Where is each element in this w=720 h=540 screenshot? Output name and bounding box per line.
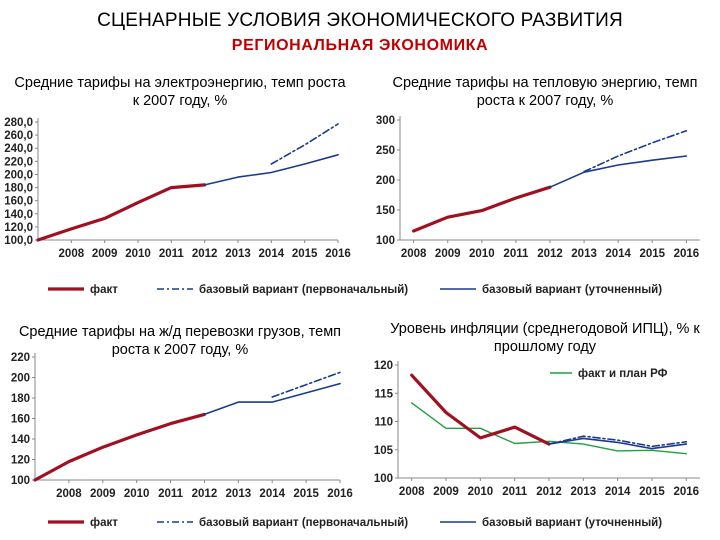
y-tick-label: 160 (11, 414, 30, 426)
series-line-base-initial (548, 435, 688, 448)
legend-label: факт (90, 284, 118, 296)
chart-heat: 100 150 200 250 300 2008 2009 2010 2011 2012 2013 2… (376, 115, 700, 260)
series-line-fact (36, 183, 207, 242)
y-tick-label: 180,0 (4, 183, 33, 195)
x-tick-label: 2009 (90, 488, 116, 500)
x-tick-label: 2014 (605, 486, 631, 498)
x-tick-label: 2015 (639, 486, 665, 498)
chart-title-electricity: Средние тарифы на электроэнергию, темп р… (14, 75, 346, 109)
legend-label: базовый вариант (первоначальный) (199, 517, 408, 529)
series-line-fact (410, 373, 551, 446)
legend-label: базовый вариант (уточненный) (482, 284, 662, 296)
y-tick-label: 240,0 (4, 143, 33, 155)
x-tick-label: 2010 (468, 486, 494, 498)
legend-top: факт базовый вариант (первоначальный) базо… (48, 284, 662, 296)
y-tick-label: 110 (374, 417, 393, 429)
series-line-base-refined (549, 155, 688, 188)
x-tick-label: 2008 (401, 248, 427, 260)
x-tick-label: 2013 (225, 248, 251, 260)
y-tick-label: 120 (11, 455, 30, 467)
y-tick-label: 100 (374, 473, 393, 485)
x-tick-label: 2008 (59, 248, 85, 260)
x-tick-label: 2012 (536, 486, 562, 498)
chart-inflation: 100 105 110 115 120 2008 2009 2010 2011 2012 2013 2… (374, 360, 700, 498)
x-tick-label: 2011 (502, 486, 528, 498)
series-line-base-refined (203, 154, 339, 186)
series-line-base-refined (203, 382, 341, 416)
legend-bottom: факт базовый вариант (первоначальный) базо… (48, 517, 662, 529)
x-tick-label: 2010 (469, 248, 495, 260)
page-subtitle: РЕГИОНАЛЬНАЯ ЭКОНОМИКА (231, 37, 489, 54)
x-tick-label: 2010 (125, 248, 151, 260)
x-tick-label: 2011 (158, 488, 184, 500)
x-tick-label: 2016 (673, 486, 699, 498)
y-tick-label: 150 (376, 205, 395, 217)
y-tick-label: 250 (376, 145, 395, 157)
y-tick-label: 120 (374, 360, 393, 372)
series-line-base-initial (583, 130, 688, 173)
y-tick-label: 220 (11, 352, 30, 364)
legend-label: факт и план РФ (578, 368, 668, 380)
y-tick-label: 220,0 (4, 156, 33, 168)
x-tick-label: 2011 (503, 248, 529, 260)
y-tick-label: 180 (11, 393, 30, 405)
y-tick-label: 300 (376, 115, 395, 127)
x-tick-label: 2014 (259, 488, 285, 500)
x-tick-label: 2008 (56, 488, 82, 500)
y-tick-label: 200 (376, 175, 395, 187)
x-tick-label: 2013 (571, 486, 597, 498)
y-tick-label: 115 (374, 388, 393, 400)
series-line-base-initial (271, 371, 341, 398)
x-tick-label: 2016 (325, 248, 351, 260)
y-tick-label: 160,0 (4, 196, 33, 208)
y-tick-label: 100 (376, 235, 395, 247)
x-tick-label: 2011 (159, 248, 185, 260)
y-tick-label: 105 (374, 445, 394, 457)
chart-title-heat: Средние тарифы на тепловую энергию, темп… (392, 75, 698, 109)
x-tick-label: 2009 (435, 248, 461, 260)
y-tick-label: 200 (11, 373, 30, 385)
x-tick-label: 2008 (399, 486, 425, 498)
y-tick-label: 100,0 (4, 235, 33, 247)
x-tick-label: 2009 (92, 248, 118, 260)
x-tick-label: 2012 (537, 248, 563, 260)
x-tick-label: 2009 (433, 486, 459, 498)
y-tick-label: 200,0 (4, 169, 33, 181)
y-tick-label: 120,0 (4, 222, 33, 234)
x-tick-label: 2015 (292, 248, 318, 260)
x-tick-label: 2012 (192, 248, 218, 260)
x-tick-label: 2014 (259, 248, 285, 260)
x-tick-label: 2014 (605, 248, 631, 260)
page-title: СЦЕНАРНЫЕ УСЛОВИЯ ЭКОНОМИЧЕСКОГО РАЗВИТИ… (97, 10, 623, 31)
legend-label: факт (90, 517, 118, 529)
x-tick-label: 2013 (571, 248, 597, 260)
x-tick-label: 2015 (639, 248, 665, 260)
series-line-base-initial (270, 123, 339, 165)
legend-label: базовый вариант (первоначальный) (199, 284, 408, 296)
chart-railway: 100 120 140 160 180 200 220 2008 2009 2010 2011 201… (11, 352, 353, 500)
y-tick-label: 280,0 (4, 117, 33, 129)
x-tick-label: 2016 (674, 248, 700, 260)
series-line-fact (412, 185, 552, 233)
y-tick-label: 100 (11, 475, 30, 487)
series-line-fact-and-plan-rf (411, 402, 687, 455)
x-tick-label: 2015 (293, 488, 319, 500)
chart-title-inflation: Уровень инфляции (среднегодовой ИПЦ), % … (390, 321, 700, 355)
x-tick-label: 2012 (192, 488, 218, 500)
y-tick-label: 260,0 (4, 130, 33, 142)
x-tick-label: 2010 (124, 488, 150, 500)
chart-title-railway: Средние тарифы на ж/д перевозки грузов, … (18, 324, 342, 358)
y-tick-label: 140 (11, 434, 30, 446)
x-tick-label: 2013 (226, 488, 252, 500)
series-line-base-refined (548, 437, 688, 450)
legend-label: базовый вариант (уточненный) (482, 517, 662, 529)
x-tick-label: 2016 (327, 488, 353, 500)
y-tick-label: 140,0 (4, 209, 33, 221)
series-line-fact (33, 412, 206, 482)
